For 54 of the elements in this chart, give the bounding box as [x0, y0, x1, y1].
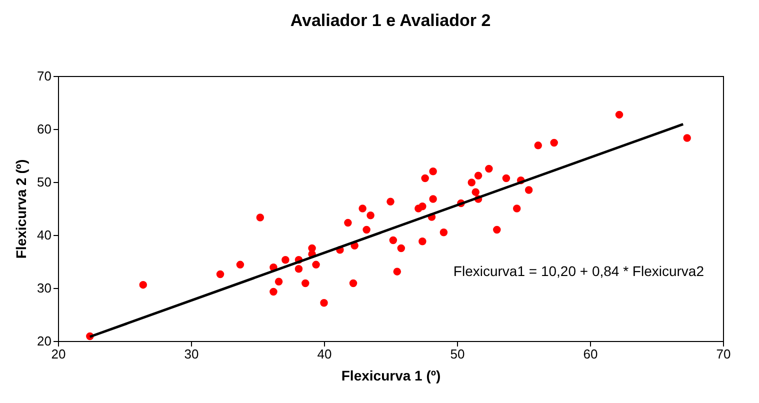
point	[418, 237, 426, 246]
point	[429, 195, 437, 203]
point	[524, 186, 533, 194]
x-tick-label: 20	[51, 346, 66, 362]
y-tick-label: 50	[37, 174, 52, 190]
point	[362, 226, 370, 234]
x-tick-label: 40	[317, 346, 332, 362]
point	[312, 260, 320, 269]
y-tick-label: 30	[37, 280, 52, 296]
y-tick-label: 20	[37, 334, 52, 348]
point	[468, 178, 476, 186]
point	[534, 142, 542, 150]
x-tick-label: 60	[583, 346, 598, 362]
point	[485, 164, 493, 173]
point	[397, 244, 406, 252]
point	[302, 279, 310, 288]
y-axis-title: Flexicurva 2 (º)	[13, 159, 30, 259]
x-tick-label: 70	[716, 346, 731, 362]
point	[358, 204, 366, 212]
point	[429, 168, 437, 176]
point	[236, 260, 244, 269]
point	[320, 298, 328, 307]
point	[502, 174, 510, 182]
point	[344, 218, 352, 227]
point	[216, 270, 224, 278]
point	[274, 278, 283, 286]
x-tick-label: 50	[450, 346, 465, 362]
point	[550, 138, 558, 147]
point	[386, 198, 394, 206]
point	[389, 236, 398, 244]
point	[474, 172, 482, 180]
point	[440, 228, 448, 236]
point	[349, 279, 358, 288]
y-tick-label: 40	[37, 228, 52, 242]
point	[512, 204, 521, 212]
point	[139, 280, 147, 289]
point	[270, 288, 278, 296]
annotation: Flexicurva1 = 10,20 + 0,84 * Flexicurva2	[453, 263, 704, 279]
x-tick-label: 30	[184, 346, 199, 362]
point	[282, 256, 290, 264]
point	[418, 202, 426, 210]
point	[294, 265, 303, 273]
point	[393, 268, 402, 276]
point	[421, 174, 429, 182]
point	[366, 212, 374, 220]
x-axis-title: Flexicurva 1 (º)	[341, 368, 441, 384]
point	[615, 110, 624, 119]
y-tick-label: 60	[37, 122, 52, 136]
point	[472, 188, 480, 196]
point	[256, 214, 264, 222]
y-tick-label: 70	[37, 68, 52, 84]
point	[493, 226, 501, 234]
chart-title: Avaliador 1 e Avaliador 2	[290, 11, 491, 30]
point	[683, 134, 691, 142]
